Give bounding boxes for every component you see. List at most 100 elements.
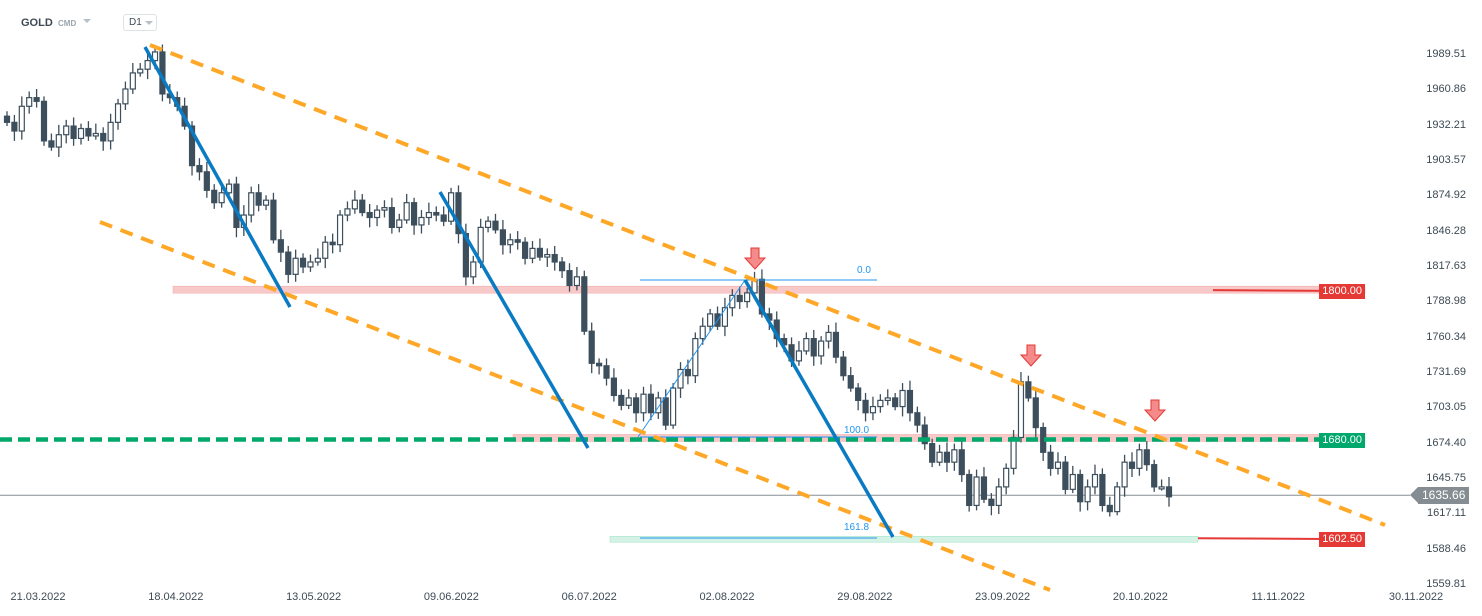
x-tick-label: 20.10.2022 (1112, 591, 1168, 603)
y-tick-label: 1788.98 (1426, 295, 1466, 308)
candle (351, 199, 358, 210)
candle (906, 389, 914, 414)
y-tick-label: 1674.40 (1426, 436, 1466, 449)
candle (1032, 397, 1039, 429)
level-tag-1680: 1680.00 (1319, 433, 1365, 448)
candle (211, 189, 218, 204)
candle (588, 330, 595, 364)
candle (603, 365, 610, 379)
candle (1077, 473, 1084, 503)
candle (758, 278, 766, 315)
y-tick-label: 1874.92 (1426, 189, 1466, 202)
y-tick-label: 1817.63 (1426, 259, 1466, 272)
candle (1062, 461, 1069, 490)
x-tick-label: 29.08.2022 (837, 591, 893, 603)
x-tick-label: 23.09.2022 (975, 591, 1031, 603)
candle (55, 134, 62, 148)
candle (403, 202, 410, 221)
candle (92, 132, 99, 137)
candle (388, 207, 395, 228)
y-tick-label: 1760.34 (1426, 330, 1466, 343)
candle (507, 239, 514, 246)
candle (277, 239, 284, 253)
timeframe-select[interactable]: D1 (123, 14, 157, 31)
candle (921, 424, 928, 445)
candle (1091, 473, 1099, 488)
candle (100, 132, 107, 142)
candle (373, 209, 381, 219)
x-tick-label: 06.07.2022 (561, 591, 617, 603)
x-tick-label: 21.03.2022 (10, 591, 66, 603)
candle (396, 219, 403, 228)
candle (558, 261, 566, 272)
candle (692, 338, 699, 377)
candle (322, 241, 329, 259)
candle (1143, 449, 1150, 466)
down-arrow-icon (743, 247, 767, 270)
candle (529, 247, 536, 259)
candle (77, 127, 85, 140)
candle (958, 449, 965, 476)
candle (1121, 461, 1128, 488)
candle (366, 211, 373, 219)
candle (1069, 473, 1076, 490)
candle (862, 399, 869, 414)
chart-header: GOLD CMD D1 (0, 0, 1482, 40)
candle (832, 331, 840, 358)
symbol-dropdown-icon[interactable] (83, 19, 91, 23)
candle (995, 486, 1002, 507)
candle (410, 202, 418, 226)
x-tick-label: 18.04.2022 (148, 591, 204, 603)
candle (359, 199, 366, 214)
candle (1047, 451, 1054, 469)
candle (203, 171, 210, 191)
candle (1025, 381, 1032, 399)
candle (825, 331, 832, 342)
candle (536, 247, 543, 258)
candle (914, 412, 921, 426)
impulse-trend-line (743, 279, 895, 538)
fib-swing-line (637, 279, 746, 438)
candle (107, 121, 114, 142)
candle (188, 125, 196, 167)
candle (877, 399, 884, 408)
candle (137, 68, 144, 74)
candle (803, 338, 810, 352)
candle (48, 140, 55, 148)
candle (1054, 461, 1062, 469)
candle (299, 257, 307, 268)
candle (33, 97, 40, 102)
candle (1106, 504, 1113, 513)
candle (470, 261, 477, 278)
candle (484, 220, 492, 228)
candle (129, 72, 136, 90)
y-tick-label: 1989.51 (1426, 48, 1466, 60)
candle (662, 397, 669, 426)
candle (840, 356, 847, 377)
candle (795, 350, 803, 362)
candle (855, 387, 862, 401)
candle (314, 257, 321, 263)
y-tick-label: 1731.69 (1426, 365, 1466, 378)
candle (633, 397, 640, 414)
candle (544, 253, 551, 258)
candle (929, 443, 936, 463)
candle (1114, 486, 1121, 513)
impulse-trend-line (143, 46, 292, 308)
down-arrow-icon (1143, 399, 1167, 422)
candle (618, 394, 625, 406)
candle (292, 257, 299, 275)
fib-label-100: 100.0 (844, 425, 870, 436)
candle (847, 375, 854, 389)
current-price-tag: 1635.66 (1409, 487, 1470, 504)
candle (869, 405, 877, 414)
channel-upper-line (149, 43, 1386, 527)
symbol-label[interactable]: GOLD (21, 17, 53, 29)
x-tick-label: 13.05.2022 (286, 591, 342, 603)
timeframe-value: D1 (129, 17, 142, 28)
candle (344, 208, 351, 216)
candle (307, 261, 314, 268)
candle (151, 51, 159, 62)
candle (610, 377, 618, 397)
